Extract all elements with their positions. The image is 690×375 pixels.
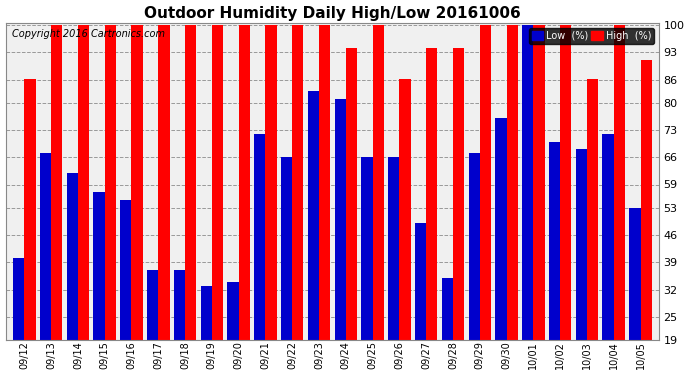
Bar [640,60,652,340]
Bar [522,25,533,340]
Bar [51,25,62,340]
Bar [132,25,143,340]
Bar [442,278,453,340]
Bar [415,224,426,340]
Bar [78,25,89,340]
Bar [40,153,51,340]
Bar [388,157,400,340]
Bar [24,80,36,340]
Bar [495,118,506,340]
Bar [13,258,24,340]
Bar [613,25,625,340]
Bar [212,25,223,340]
Bar [400,80,411,340]
Bar [587,80,598,340]
Bar [185,25,197,340]
Bar [373,25,384,340]
Bar [228,282,239,340]
Bar [147,270,158,340]
Bar [105,25,116,340]
Bar [469,153,480,340]
Text: Copyright 2016 Cartronics.com: Copyright 2016 Cartronics.com [12,30,165,39]
Bar [293,25,304,340]
Bar [426,48,437,340]
Bar [93,192,105,340]
Bar [67,173,78,340]
Bar [158,25,170,340]
Bar [560,25,571,340]
Bar [533,25,544,340]
Bar [308,91,319,340]
Bar [480,25,491,340]
Bar [549,142,560,340]
Bar [453,48,464,340]
Bar [201,286,212,340]
Bar [602,134,613,340]
Bar [266,25,277,340]
Bar [174,270,185,340]
Bar [346,48,357,340]
Bar [506,25,518,340]
Bar [335,99,346,340]
Bar [629,208,640,340]
Bar [239,25,250,340]
Bar [575,150,587,340]
Bar [254,134,266,340]
Legend: Low  (%), High  (%): Low (%), High (%) [529,28,654,44]
Bar [281,157,293,340]
Bar [120,200,132,340]
Bar [362,157,373,340]
Title: Outdoor Humidity Daily High/Low 20161006: Outdoor Humidity Daily High/Low 20161006 [144,6,521,21]
Bar [319,25,331,340]
